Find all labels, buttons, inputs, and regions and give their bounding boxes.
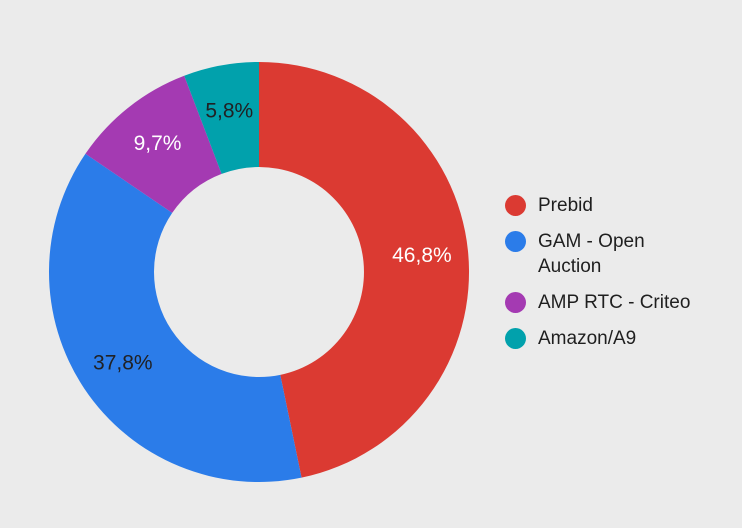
legend-item-gam-open-auction[interactable]: GAM - Open Auction bbox=[505, 229, 690, 279]
chart-legend: Prebid GAM - Open Auction AMP RTC - Criteo A… bbox=[505, 193, 690, 351]
legend-item-prebid[interactable]: Prebid bbox=[505, 193, 690, 218]
legend-label: GAM - Open Auction bbox=[538, 229, 645, 279]
legend-item-amazon-a9[interactable]: Amazon/A9 bbox=[505, 326, 690, 351]
legend-label-line: AMP RTC - Criteo bbox=[538, 292, 691, 313]
slice-amazon-a9[interactable] bbox=[184, 62, 259, 174]
legend-swatch-icon bbox=[505, 328, 526, 349]
legend-swatch-icon bbox=[505, 292, 526, 313]
slice-gam-open-auction[interactable] bbox=[48, 153, 302, 483]
slice-amp-rtc-criteo[interactable] bbox=[85, 75, 222, 213]
slice-prebid[interactable] bbox=[259, 62, 470, 478]
legend-label: AMP RTC - Criteo bbox=[538, 290, 690, 315]
legend-label-line: Auction bbox=[538, 256, 602, 277]
legend-label-line: Amazon/A9 bbox=[538, 328, 637, 349]
legend-swatch-icon bbox=[505, 231, 526, 252]
legend-item-amp-rtc-criteo[interactable]: AMP RTC - Criteo bbox=[505, 290, 690, 315]
slice-percent-label-amazon-a9: 5,8% bbox=[205, 99, 253, 122]
slice-percent-label-prebid: 46,8% bbox=[392, 244, 452, 267]
legend-label: Prebid bbox=[538, 193, 593, 218]
legend-label-line: GAM - Open bbox=[538, 231, 645, 252]
slice-percent-label-amp-rtc-criteo: 9,7% bbox=[134, 132, 182, 155]
legend-swatch-icon bbox=[505, 195, 526, 216]
slice-percent-label-gam-open-auction: 37,8% bbox=[93, 351, 153, 374]
legend-label-line: Prebid bbox=[538, 195, 593, 216]
legend-label: Amazon/A9 bbox=[538, 326, 636, 351]
